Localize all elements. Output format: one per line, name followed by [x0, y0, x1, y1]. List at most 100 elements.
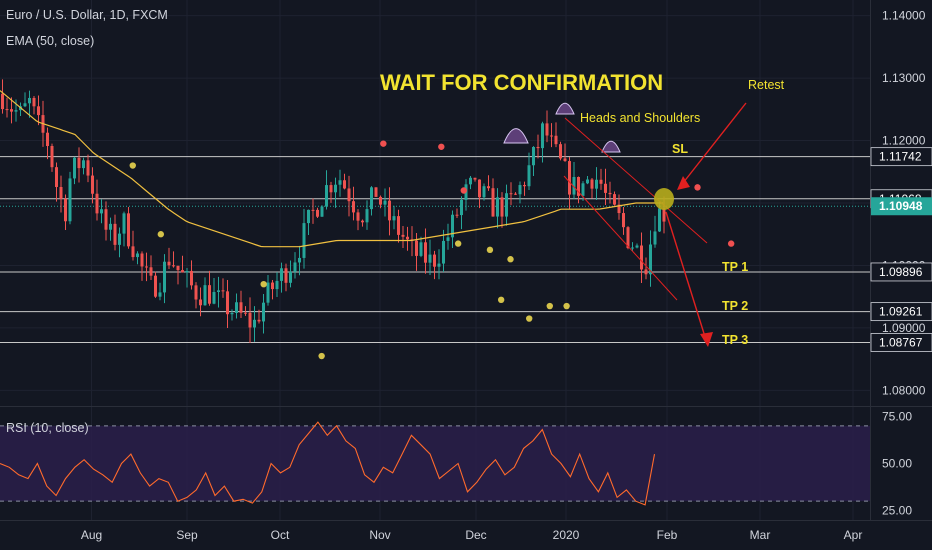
- candle-body: [419, 242, 423, 256]
- candle-body: [658, 208, 661, 232]
- ema-legend[interactable]: EMA (50, close): [6, 34, 95, 48]
- candle-body: [127, 213, 130, 247]
- candle-body: [59, 187, 63, 199]
- candle-body: [379, 196, 382, 205]
- candle-body: [644, 269, 648, 275]
- price-tick-label: 1.12000: [882, 134, 926, 148]
- candle-body: [28, 97, 31, 104]
- price-tick-label: 1.13000: [882, 71, 926, 85]
- candle-body: [104, 209, 108, 230]
- candle-body: [253, 319, 256, 328]
- signal-dots: [129, 140, 735, 360]
- candle-body: [599, 179, 603, 184]
- time-tick-label: Aug: [81, 528, 102, 542]
- rsi-axis[interactable]: 25.00 50.00 75.00: [882, 409, 912, 517]
- buy-signal-dot: [486, 246, 494, 254]
- last-price-label: 1.10948: [879, 199, 923, 213]
- candle-body: [77, 157, 81, 169]
- price-line-label: 1.09896: [879, 265, 923, 279]
- rsi-tick-label: 50.00: [882, 457, 912, 471]
- candle-body: [383, 200, 387, 205]
- last-price-badge: [871, 197, 932, 216]
- buy-signal-dot: [526, 315, 533, 322]
- time-tick-label: Oct: [271, 528, 290, 542]
- pattern-annotation: Heads and Shoulders: [580, 111, 700, 125]
- candle-body: [608, 192, 612, 195]
- sell-signal-dot: [380, 140, 387, 147]
- candle-body: [131, 246, 135, 258]
- candle-body: [37, 106, 40, 116]
- rsi-pane[interactable]: [0, 421, 870, 506]
- candle-body: [64, 198, 67, 222]
- candle-body: [298, 257, 301, 263]
- candle-body: [140, 253, 144, 267]
- candle-body: [491, 188, 495, 217]
- candle-body: [635, 245, 639, 248]
- candle-body: [235, 302, 238, 313]
- rsi-legend[interactable]: RSI (10, close): [6, 421, 89, 435]
- candle-body: [230, 312, 234, 315]
- candle-body: [473, 177, 477, 180]
- time-tick-label: Nov: [369, 528, 390, 542]
- candle-body: [469, 177, 472, 185]
- candle-body: [590, 179, 594, 189]
- buy-signal-dot: [497, 296, 505, 304]
- candle-body: [181, 270, 184, 273]
- buy-signal-dot: [260, 281, 267, 288]
- sl-label: SL: [672, 142, 688, 156]
- time-axis[interactable]: Aug Sep Oct Nov Dec 2020 Feb Mar Apr: [81, 528, 863, 542]
- candle-body: [91, 175, 94, 194]
- pattern-arc: [555, 102, 575, 115]
- candle-body: [212, 291, 216, 304]
- candle-body: [640, 245, 643, 270]
- candle-body: [554, 135, 558, 145]
- time-tick-label: Mar: [750, 528, 771, 542]
- candle-body: [293, 262, 297, 272]
- rsi-line: [0, 421, 656, 506]
- price-tick-label: 1.09000: [882, 321, 926, 335]
- candle-body: [68, 178, 72, 222]
- candle-body: [343, 180, 346, 189]
- tp2-label: TP 2: [722, 299, 748, 313]
- candle-body: [226, 291, 229, 315]
- retest-annotation: Retest: [748, 78, 785, 92]
- candle-body: [662, 208, 666, 222]
- candle-body: [374, 187, 378, 197]
- candle-body: [311, 209, 315, 211]
- candle-body: [275, 280, 279, 290]
- sell-signal-dot: [460, 187, 467, 194]
- candle-body: [563, 158, 567, 162]
- price-tick-label: 1.08000: [882, 383, 926, 397]
- candle-body: [95, 193, 99, 214]
- pattern-drawings: [503, 102, 747, 347]
- candle-body: [46, 132, 49, 146]
- candle-body: [595, 179, 598, 189]
- price-lines: [0, 156, 870, 343]
- candle-body: [523, 185, 526, 187]
- candle-body: [613, 194, 616, 205]
- candle-body: [73, 157, 76, 179]
- buy-signal-dot: [318, 352, 325, 360]
- candle-body: [581, 183, 585, 196]
- price-line-label-box: [870, 262, 932, 282]
- candle-body: [460, 199, 463, 216]
- sell-signal-dot: [694, 184, 701, 191]
- candle-body: [86, 160, 90, 176]
- candle-body: [199, 299, 202, 306]
- candle-body: [586, 179, 589, 184]
- rsi-tick-label: 75.00: [882, 409, 912, 423]
- candle-body: [185, 270, 189, 273]
- candle-body: [280, 268, 283, 281]
- retest-arrow-line: [682, 102, 747, 184]
- candle-body: [388, 200, 391, 221]
- symbol-title[interactable]: Euro / U.S. Dollar, 1D, FXCM: [6, 8, 168, 22]
- tp3-label: TP 3: [722, 333, 748, 347]
- candle-body: [572, 176, 576, 195]
- candle-body: [406, 236, 409, 240]
- candle-body: [505, 193, 508, 217]
- price-line-label-box: [870, 147, 932, 167]
- candle-body: [541, 123, 544, 149]
- buy-signal-dot: [563, 302, 570, 310]
- buy-signal-dot: [546, 302, 553, 310]
